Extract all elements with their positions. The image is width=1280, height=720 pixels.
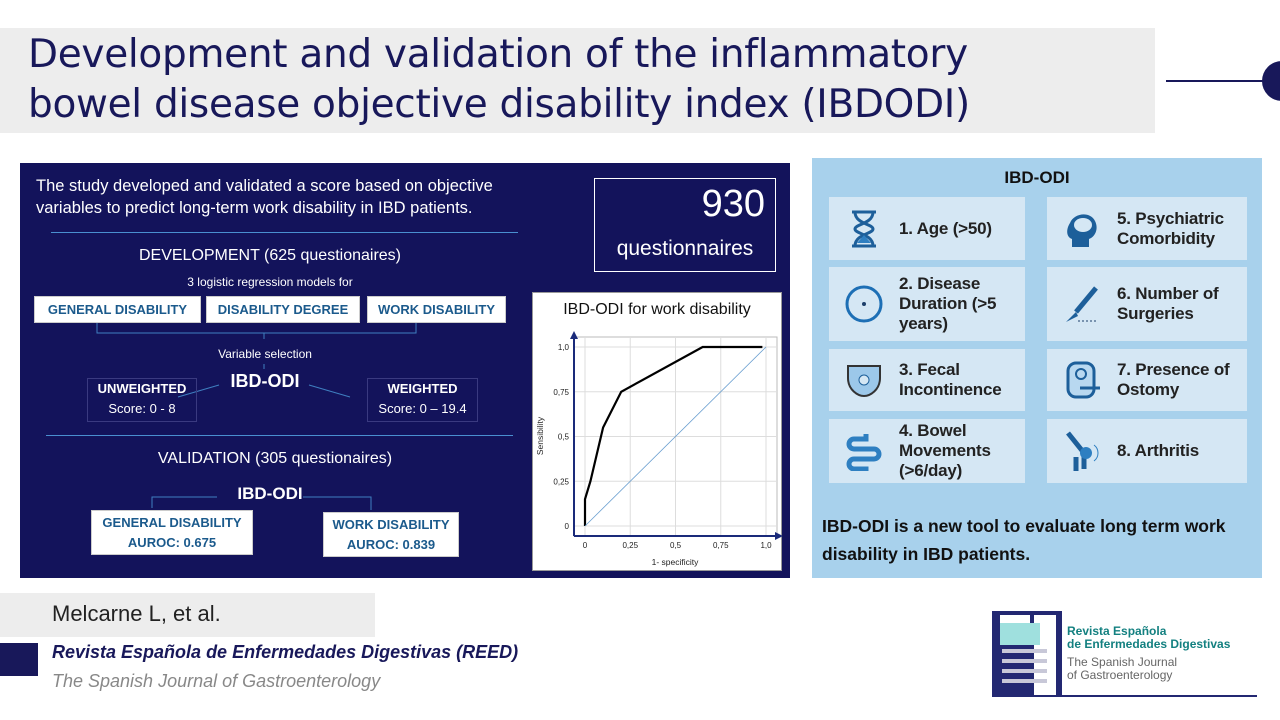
summary-line: variables to predict long-term work disa… [36, 199, 473, 217]
questionnaire-label: questionnaires [616, 237, 754, 260]
factor-label: 3. Fecal Incontinence [899, 360, 1002, 399]
weighted-box: WEIGHTED Score: 0 – 19.4 [367, 378, 478, 422]
x-axis-arrow [775, 532, 783, 540]
y-tick-label: 0,25 [553, 477, 569, 486]
series-roc [583, 345, 763, 526]
factor-item: 3. Fecal Incontinence [829, 349, 1025, 411]
chart-title: IBD-ODI for work disability [563, 301, 751, 318]
factor-item: 8. Arthritis [1047, 419, 1247, 483]
development-heading: DEVELOPMENT (625 questionaires) [138, 247, 402, 264]
decorative-square [0, 643, 38, 676]
factor-label: 7. Presence of Ostomy [1117, 360, 1230, 399]
logo-graphic [992, 611, 1062, 697]
title-line: Development and validation of the inflam… [28, 32, 968, 77]
validation-general-auroc: AUROC: 0.675 [127, 535, 217, 550]
summary-line: The study developed and validated a scor… [36, 177, 493, 195]
model-general-disability: GENERAL DISABILITY [34, 296, 201, 323]
ibd-odi-label: IBD-ODI [237, 484, 303, 503]
factor-item: 5. Psychiatric Comorbidity [1047, 197, 1247, 260]
model-work-disability: WORK DISABILITY [367, 296, 506, 323]
factor-label: 1. Age (>50) [899, 218, 992, 238]
x-tick-label: 0,75 [713, 541, 729, 550]
questionnaire-count: 930 [701, 183, 765, 225]
y-tick-label: 1,0 [558, 343, 570, 352]
y-tick-label: 0,5 [558, 433, 570, 442]
model-disability-degree: DISABILITY DEGREE [206, 296, 360, 323]
y-axis-arrow [570, 331, 578, 339]
validation-work-box: WORK DISABILITY AUROC: 0.839 [323, 512, 459, 557]
summary-text: The study developed and validated a scor… [36, 175, 493, 219]
clock-5plus-icon [829, 284, 899, 324]
scalpel-icon [1047, 284, 1117, 324]
validation-heading: VALIDATION (305 questionaires) [157, 450, 393, 467]
factor-label: 6. Number of Surgeries [1117, 284, 1219, 323]
journal-logo: Revista Española de Enfermedades Digesti… [992, 611, 1257, 697]
models-label: 3 logistic regression models for [187, 275, 353, 289]
conclusion-text: IBD-ODI is a new tool to evaluate long t… [822, 516, 1226, 564]
flow-connectors [96, 323, 417, 510]
factor-item: 4. Bowel Movements (>6/day) [829, 419, 1025, 483]
x-tick-label: 1,0 [760, 541, 772, 550]
factor-label: 2. Disease Duration (>5 years) [899, 274, 997, 333]
factors-panel: IBD-ODI 1. Age (>50) 5. Psychiatric Comor… [812, 158, 1262, 578]
roc-chart: IBD-ODI for work disability 0 0 0,25 0,25 0,… [532, 292, 783, 571]
decorative-line [1166, 80, 1266, 82]
factor-item: 7. Presence of Ostomy [1047, 349, 1247, 411]
logo-text: The Spanish Journal [1067, 655, 1178, 669]
y-axis-label: Sensibility [535, 416, 545, 455]
logo-text: Revista Española [1067, 624, 1167, 638]
title-line: bowel disease objective disability index… [28, 82, 970, 127]
roc-plot: 0 0 0,25 0,25 0,5 0,5 0,75 0,75 1,0 1,0 1- specifi… [535, 331, 783, 567]
x-tick-label: 0,25 [622, 541, 638, 550]
author-banner [0, 593, 375, 637]
logo-underline [992, 695, 1257, 697]
unweighted-title: UNWEIGHTED [97, 381, 187, 396]
validation-work-auroc: AUROC: 0.839 [346, 537, 436, 552]
questionnaire-count-box: 930 questionnaires [594, 178, 776, 272]
knee-joint-icon [1047, 431, 1117, 471]
factor-label: 4. Bowel Movements (>6/day) [899, 421, 991, 480]
x-tick-label: 0 [583, 541, 588, 550]
brain-head-icon [1047, 209, 1117, 249]
diaper-icon [829, 360, 899, 400]
factor-label: 8. Arthritis [1117, 441, 1199, 460]
weighted-title: WEIGHTED [387, 381, 458, 396]
unweighted-score: Score: 0 - 8 [108, 401, 176, 416]
page-title: Development and validation of the inflam… [28, 30, 970, 130]
journal-name-en: The Spanish Journal of Gastroenterology [52, 671, 381, 691]
factor-item: 1. Age (>50) [829, 197, 1025, 260]
factor-item: 6. Number of Surgeries [1047, 267, 1247, 341]
axes [573, 333, 781, 537]
study-panel: The study developed and validated a scor… [20, 163, 790, 578]
title-banner [0, 28, 1155, 133]
hourglass-icon [829, 209, 899, 249]
logo-text: de Enfermedades Digestivas [1067, 637, 1231, 651]
ostomy-bag-icon [1047, 360, 1117, 400]
validation-work-title: WORK DISABILITY [332, 517, 450, 532]
validation-general-box: GENERAL DISABILITY AUROC: 0.675 [91, 510, 253, 555]
y-tick-label: 0 [565, 522, 570, 531]
logo-text: of Gastroenterology [1067, 668, 1173, 682]
decorative-circle [1262, 61, 1280, 101]
intestine-icon [829, 431, 899, 471]
weighted-score: Score: 0 – 19.4 [378, 401, 467, 416]
factor-item: 2. Disease Duration (>5 years) [829, 267, 1025, 341]
factor-label: 5. Psychiatric Comorbidity [1117, 208, 1224, 248]
validation-general-title: GENERAL DISABILITY [102, 515, 242, 530]
authors: Melcarne L, et al. [52, 601, 221, 626]
unweighted-box: UNWEIGHTED Score: 0 - 8 [87, 378, 197, 422]
journal-name: Revista Española de Enfermedades Digesti… [52, 642, 519, 662]
variable-selection-label: Variable selection [218, 347, 312, 361]
divider [46, 435, 513, 436]
x-axis-label: 1- specificity [652, 557, 700, 567]
x-tick-label: 0,5 [670, 541, 682, 550]
y-tick-label: 0,75 [553, 388, 569, 397]
ibd-odi-label: IBD-ODI [230, 371, 300, 391]
series-reference [584, 346, 767, 527]
factors-heading: IBD-ODI [1004, 168, 1070, 187]
divider [51, 232, 518, 233]
